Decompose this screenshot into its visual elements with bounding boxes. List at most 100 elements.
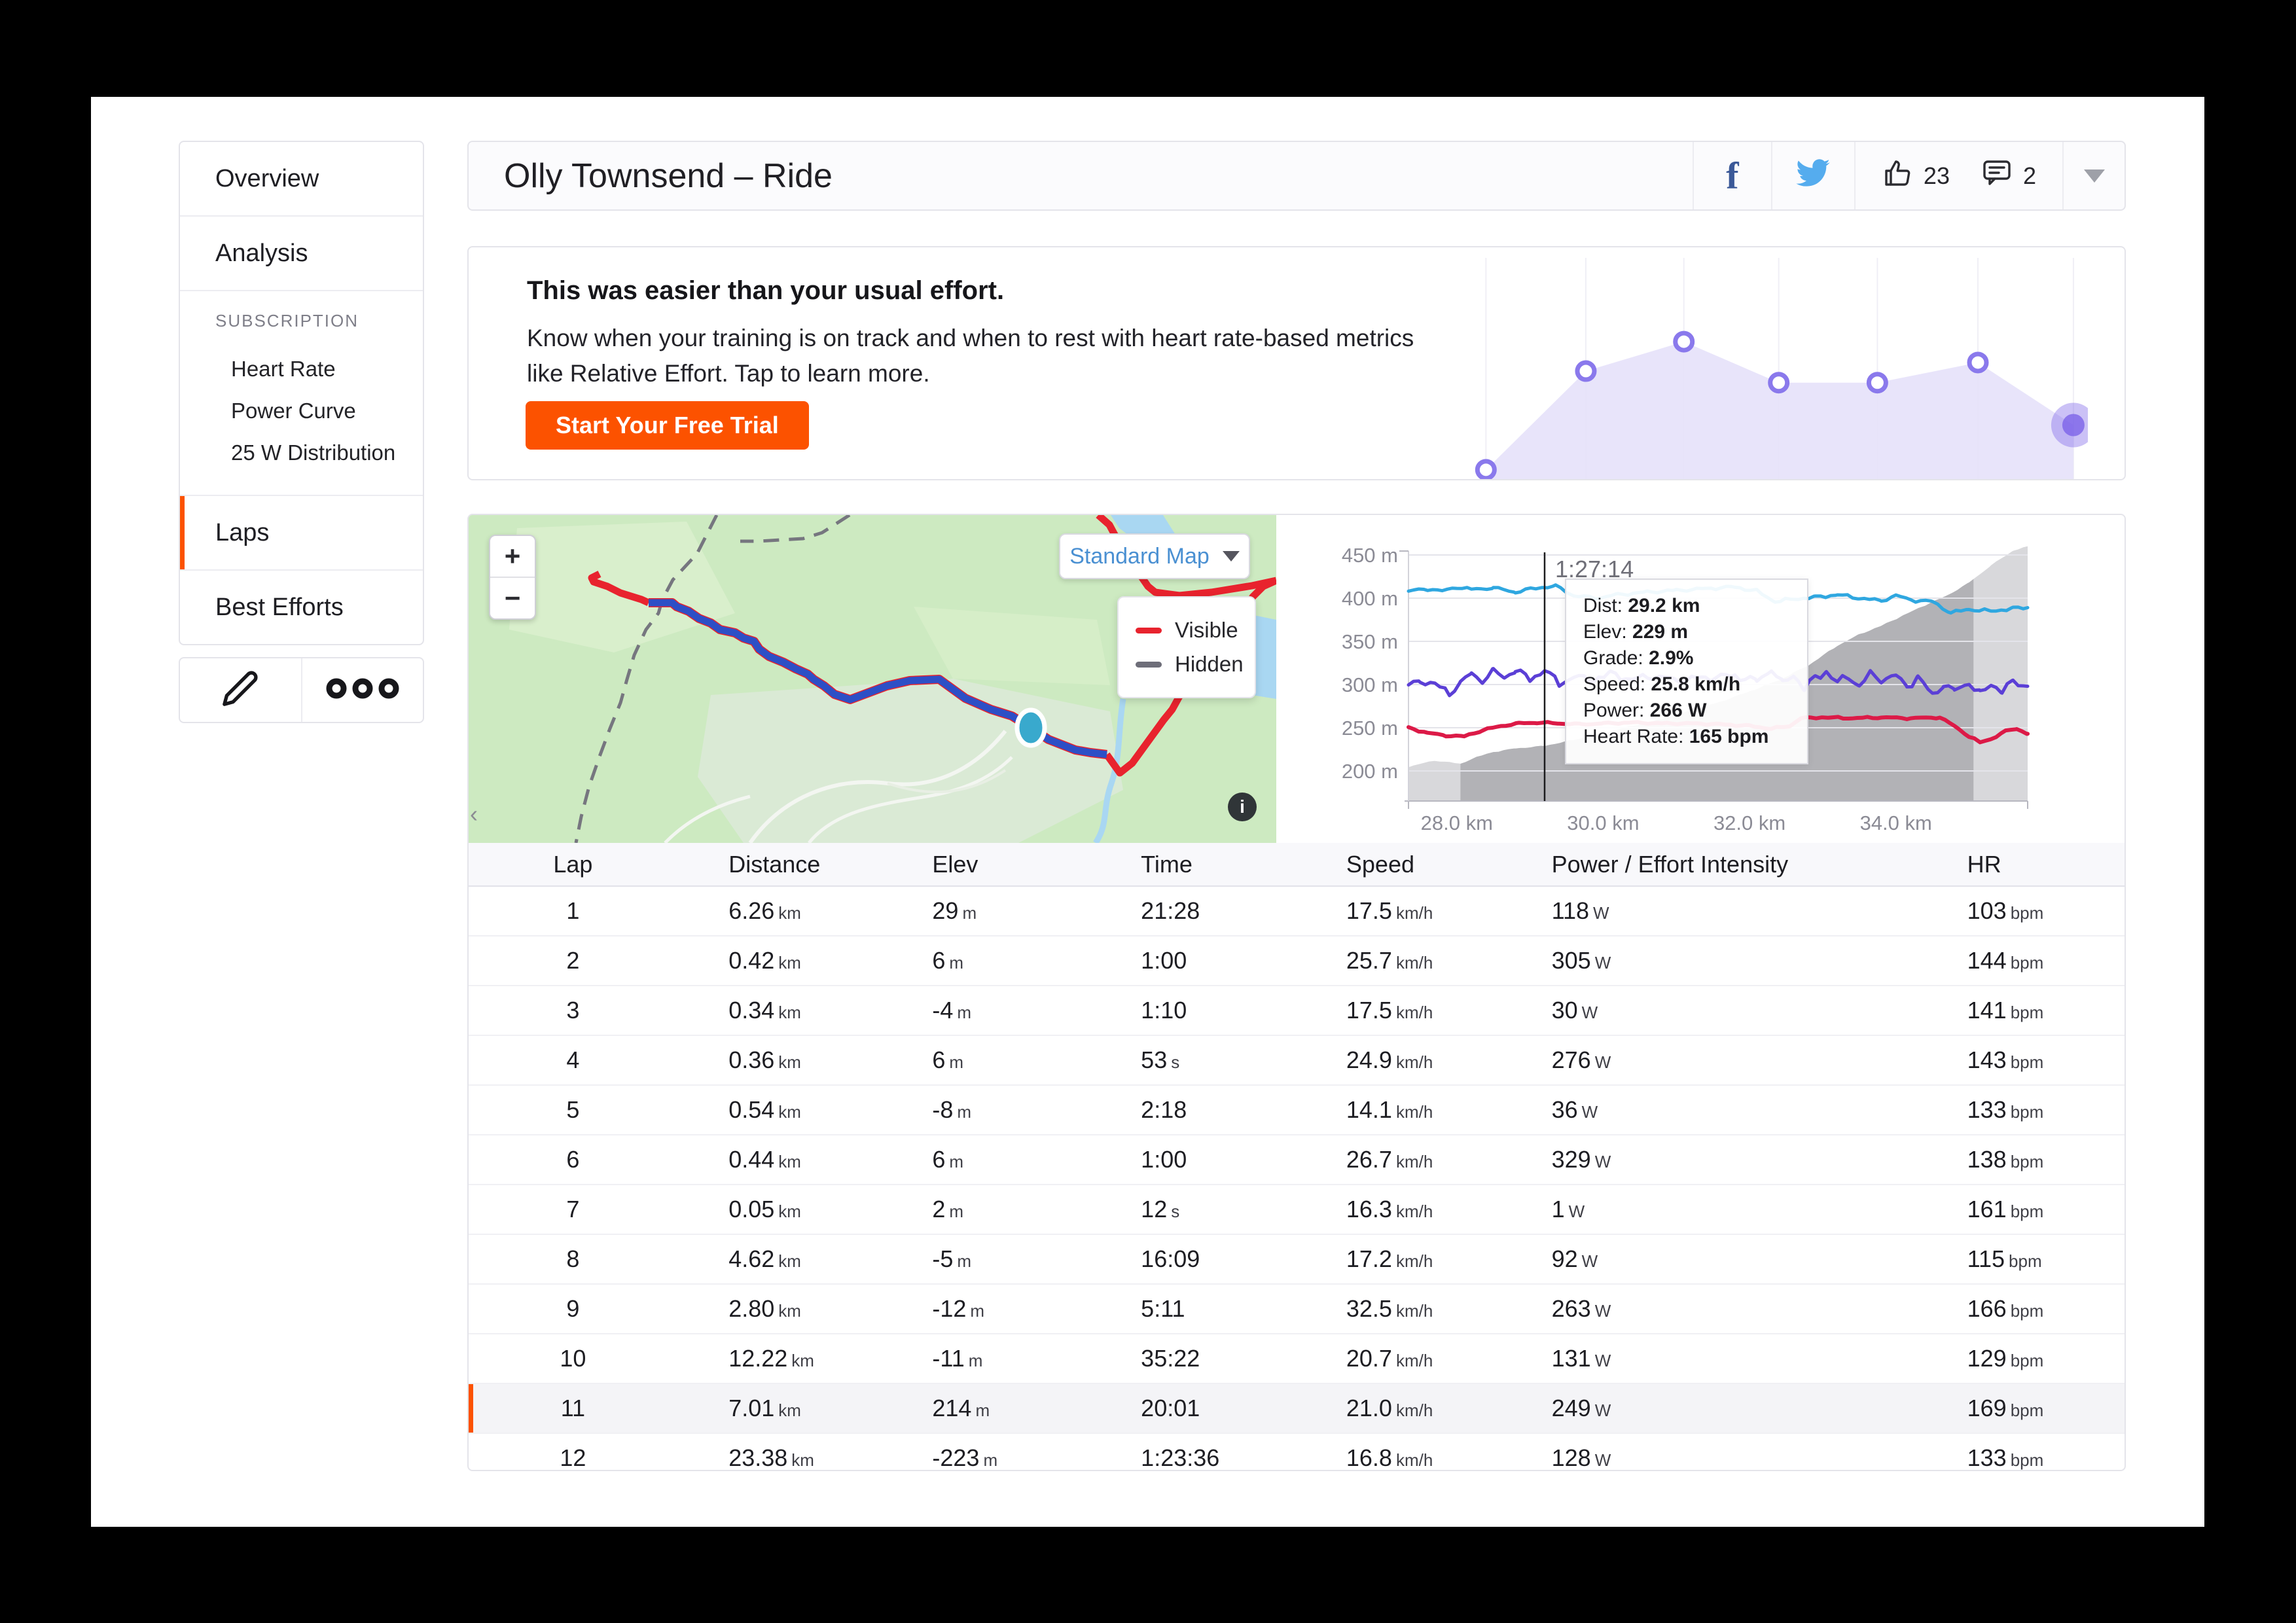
edit-activity-button[interactable] — [180, 658, 301, 722]
table-row-lap-9[interactable]: 9 2.80 km -12 m 5:11 32.5 km/h 263 W 166 bpm — [469, 1283, 2125, 1333]
table-cell: 133 bpm — [1967, 1096, 2044, 1123]
route-position-marker — [1014, 707, 1047, 748]
sidebar-item-power-curve[interactable]: Power Curve — [180, 390, 423, 432]
activity-actions — [179, 657, 424, 723]
sidebar-item-label: Best Efforts — [215, 593, 344, 621]
table-cell: 17.2 km/h — [1346, 1245, 1433, 1272]
sidebar-item-heart-rate[interactable]: Heart Rate — [180, 348, 423, 390]
table-row-lap-2[interactable]: 2 0.42 km 6 m 1:00 25.7 km/h 305 W 144 bpm — [469, 935, 2125, 985]
relative-effort-sparkline — [1475, 258, 2088, 479]
twitter-icon — [1795, 158, 1831, 193]
table-cell: 23.38 km — [728, 1444, 814, 1471]
map-collapse-chevron[interactable]: ‹ — [470, 800, 478, 827]
table-row-lap-12[interactable]: 12 23.38 km -223 m 1:23:36 16.8 km/h 128 W 133 bpm — [469, 1433, 2125, 1471]
table-cell: 26.7 km/h — [1346, 1146, 1433, 1173]
laps-table: Lap Distance Elev Time Speed Power / Effort I… — [469, 843, 2125, 1470]
kudos-count[interactable]: 23 — [1882, 157, 1950, 194]
map-attribution-button[interactable]: i — [1228, 793, 1257, 821]
table-cell: 14.1 km/h — [1346, 1096, 1433, 1123]
table-cell: 16.8 km/h — [1346, 1444, 1433, 1471]
table-cell: -8 m — [932, 1096, 972, 1123]
table-row-lap-3[interactable]: 3 0.34 km -4 m 1:10 17.5 km/h 30 W 141 bpm — [469, 985, 2125, 1035]
route-map[interactable]: + − Standard Map Visible Hidden i ‹ — [469, 515, 1276, 843]
sidebar-item-label: Laps — [215, 518, 270, 546]
sidebar-item-analysis[interactable]: Analysis — [180, 215, 423, 290]
table-cell: 29 m — [932, 897, 977, 924]
table-cell: 11 — [560, 1395, 586, 1421]
table-cell: 1:10 — [1141, 997, 1187, 1024]
table-cell: 12 — [560, 1444, 586, 1471]
table-row-lap-5[interactable]: 5 0.54 km -8 m 2:18 14.1 km/h 36 W 133 bpm — [469, 1084, 2125, 1134]
sidebar-nav: Overview Analysis SUBSCRIPTION Heart Rat… — [179, 141, 424, 645]
table-cell: 17.5 km/h — [1346, 897, 1433, 924]
table-cell: 20:01 — [1141, 1395, 1200, 1421]
facebook-icon: f — [1726, 154, 1739, 197]
table-cell: 0.42 km — [728, 947, 801, 974]
tooltip-row: Power: 266 W — [1583, 700, 1707, 721]
comment-icon — [1981, 157, 2013, 194]
share-twitter-button[interactable] — [1770, 142, 1854, 209]
comments-number: 2 — [2022, 162, 2036, 189]
table-cell: 0.54 km — [728, 1096, 801, 1123]
map-layer-selector[interactable]: Standard Map — [1059, 533, 1250, 579]
sidebar-item-label: 25 W Distribution — [231, 440, 396, 465]
table-cell: 214 m — [932, 1395, 990, 1421]
table-row-lap-1[interactable]: 1 6.26 km 29 m 21:28 17.5 km/h 118 W 103 bpm — [469, 887, 2125, 935]
table-cell: 5:11 — [1141, 1295, 1185, 1322]
table-row-lap-4[interactable]: 4 0.36 km 6 m 53 s 24.9 km/h 276 W 143 bpm — [469, 1035, 2125, 1084]
table-row-lap-11[interactable]: 11 7.01 km 214 m 20:01 21.0 km/h 249 W 169 bpm — [469, 1383, 2125, 1433]
table-row-lap-10[interactable]: 10 12.22 km -11 m 35:22 20.7 km/h 131 W 129 bpm — [469, 1333, 2125, 1383]
zoom-out-button[interactable]: − — [490, 577, 535, 618]
table-row-lap-6[interactable]: 6 0.44 km 6 m 1:00 26.7 km/h 329 W 138 bpm — [469, 1134, 2125, 1184]
svg-text:30.0 km: 30.0 km — [1567, 812, 1639, 834]
table-cell: 133 bpm — [1967, 1444, 2044, 1471]
lap-analysis-chart[interactable]: 450 m 400 m 350 m 300 m 250 m 200 m 28.0 km 30.… — [1276, 515, 2125, 843]
header-more-dropdown[interactable] — [2062, 142, 2125, 209]
table-cell: 103 bpm — [1967, 897, 2044, 924]
svg-text:200 m: 200 m — [1342, 760, 1398, 783]
table-cell: 161 bpm — [1967, 1196, 2044, 1222]
sidebar-item-label: Analysis — [215, 239, 308, 267]
table-cell: 5 — [566, 1096, 580, 1123]
table-cell: -11 m — [932, 1345, 983, 1372]
table-cell: 0.34 km — [728, 997, 801, 1024]
table-cell: 1:00 — [1141, 947, 1187, 974]
legend-item-hidden: Hidden — [1136, 647, 1255, 681]
selected-lap-indicator — [469, 1384, 473, 1433]
chevron-down-icon — [2083, 169, 2105, 183]
table-row-lap-7[interactable]: 7 0.05 km 2 m 12 s 16.3 km/h 1 W 161 bpm — [469, 1184, 2125, 1234]
table-cell: 129 bpm — [1967, 1345, 2044, 1372]
share-facebook-button[interactable]: f — [1692, 142, 1771, 209]
table-cell: 141 bpm — [1967, 997, 2044, 1024]
sidebar-item-laps[interactable]: Laps — [180, 495, 423, 569]
sidebar-item-25w-distribution[interactable]: 25 W Distribution — [180, 432, 423, 474]
pencil-icon — [221, 669, 259, 711]
table-cell: 16.3 km/h — [1346, 1196, 1433, 1222]
table-cell: 2 — [566, 947, 580, 974]
svg-text:400 m: 400 m — [1342, 587, 1398, 610]
column-header: Speed — [1346, 850, 1414, 878]
activity-header: Olly Townsend – Ride f 23 — [467, 141, 2126, 211]
svg-text:450 m: 450 m — [1342, 544, 1398, 567]
map-zoom-control: + − — [489, 535, 536, 620]
table-cell: 6.26 km — [728, 897, 801, 924]
zoom-in-button[interactable]: + — [504, 541, 521, 571]
more-options-button[interactable] — [300, 658, 423, 722]
map-layer-label: Standard Map — [1069, 543, 1210, 569]
sidebar-item-overview[interactable]: Overview — [180, 142, 423, 215]
table-cell: 4.62 km — [728, 1245, 801, 1272]
table-cell: 7.01 km — [728, 1395, 801, 1421]
svg-text:300 m: 300 m — [1342, 673, 1398, 696]
column-header: HR — [1967, 850, 2001, 878]
sidebar-item-best-efforts[interactable]: Best Efforts — [180, 569, 423, 644]
table-cell: 144 bpm — [1967, 947, 2044, 974]
table-row-lap-8[interactable]: 8 4.62 km -5 m 16:09 17.2 km/h 92 W 115 bpm — [469, 1234, 2125, 1283]
thumbs-up-icon — [1882, 157, 1913, 194]
tooltip-row: Dist: 29.2 km — [1583, 595, 1700, 616]
comments-count[interactable]: 2 — [1981, 157, 2036, 194]
table-cell: 92 W — [1551, 1245, 1598, 1272]
table-cell: 12 s — [1141, 1196, 1180, 1222]
start-free-trial-button[interactable]: Start Your Free Trial — [526, 401, 809, 450]
